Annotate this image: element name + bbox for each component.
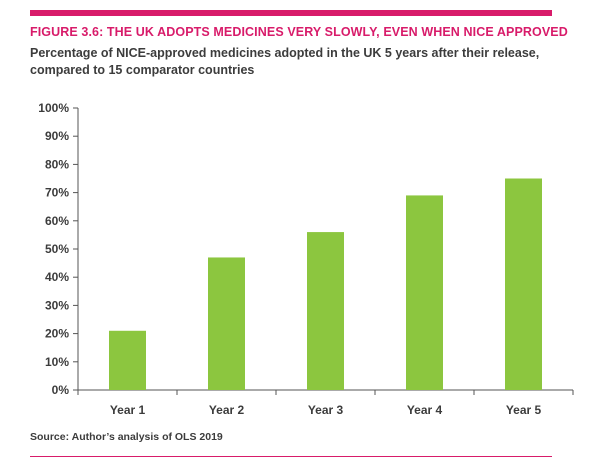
x-tick-label: Year 2 (209, 403, 245, 417)
bar-series (109, 178, 542, 390)
y-tick-label: 50% (45, 242, 69, 256)
y-tick-label: 80% (45, 157, 69, 171)
figure-title: FIGURE 3.6: THE UK ADOPTS MEDICINES VERY… (30, 25, 568, 39)
y-tick-label: 90% (45, 129, 69, 143)
x-axis: Year 1 Year 2 Year 3 Year 4 Year 5 (77, 389, 574, 417)
bar (307, 232, 344, 390)
bottom-accent-rule (30, 456, 552, 457)
y-tick-label: 70% (45, 186, 69, 200)
x-tick-label: Year 3 (308, 403, 344, 417)
y-tick-label: 30% (45, 298, 69, 312)
y-tick-label: 100% (38, 101, 69, 115)
figure-subtitle: Percentage of NICE-approved medicines ad… (30, 46, 540, 77)
bar (208, 257, 245, 390)
x-tick-label: Year 4 (407, 403, 443, 417)
y-tick-label: 20% (45, 327, 69, 341)
y-tick-label: 10% (45, 355, 69, 369)
y-tick-label: 40% (45, 270, 69, 284)
bar (406, 195, 443, 390)
y-tick-label: 60% (45, 214, 69, 228)
source-note: Source: Author’s analysis of OLS 2019 (30, 431, 223, 443)
x-tick-label: Year 5 (506, 403, 542, 417)
x-tick-label: Year 1 (110, 403, 146, 417)
bar (505, 178, 542, 390)
bar (109, 330, 146, 390)
top-accent-rule (30, 10, 552, 16)
y-tick-label: 0% (52, 383, 70, 397)
y-axis: 0% 10% 20% 30% 40% 50% 60% 70% 80% 90% 100% (38, 101, 79, 397)
